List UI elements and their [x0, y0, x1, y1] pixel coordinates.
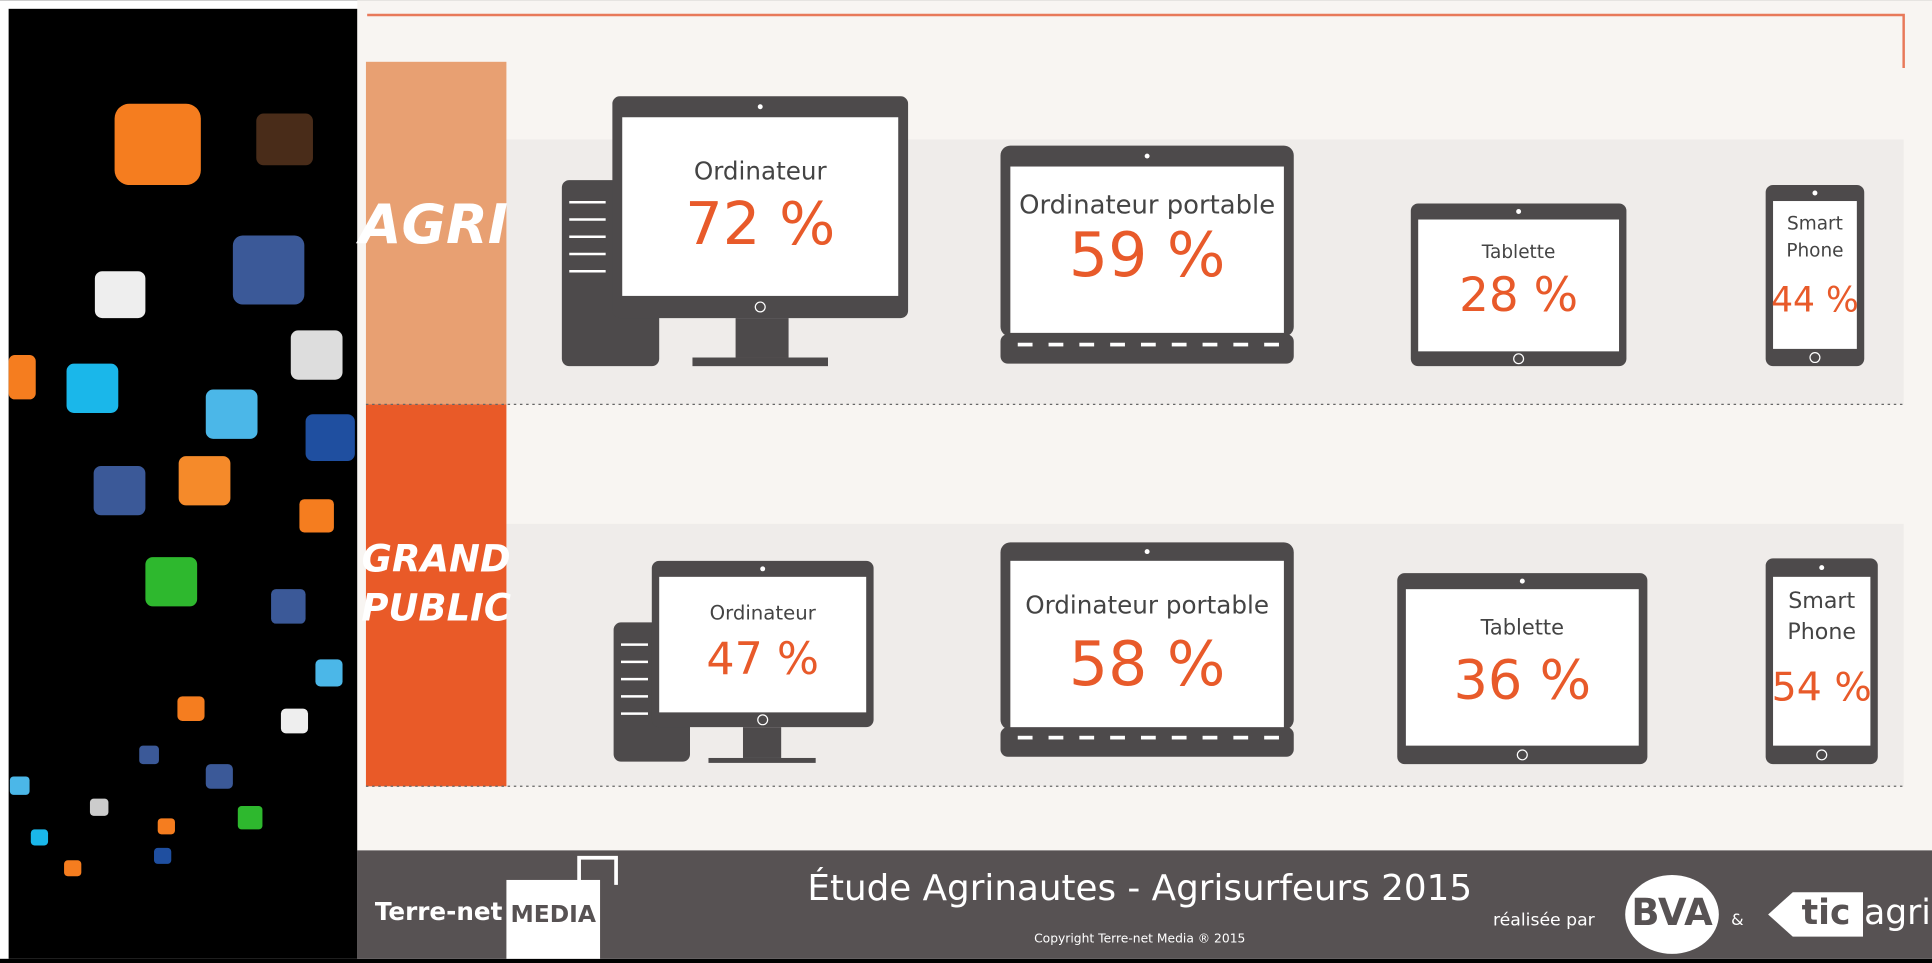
device-screen	[1773, 576, 1871, 746]
device-screen	[1010, 166, 1284, 333]
key	[1017, 735, 1033, 740]
device-value: 59 %	[1069, 219, 1225, 291]
copyright: Copyright Terre-net Media ® 2015	[1034, 932, 1245, 946]
brand-box	[506, 879, 601, 959]
device-label: Ordinateur	[710, 601, 817, 624]
row-label-band	[365, 61, 507, 405]
keyboard	[1000, 334, 1294, 364]
device-screen	[1010, 560, 1284, 728]
key	[1264, 342, 1279, 347]
brand-box-text: MEDIA	[510, 900, 596, 928]
key	[1017, 342, 1033, 347]
partner-name: agri	[1864, 893, 1931, 933]
row-label: PUBLIC	[361, 587, 511, 630]
key	[1079, 342, 1095, 347]
device-value: 44 %	[1771, 281, 1859, 321]
device-value: 58 %	[1069, 628, 1225, 700]
device-screen	[1418, 219, 1620, 352]
key	[1233, 342, 1249, 347]
brand: Terre-net	[375, 897, 503, 926]
key	[1171, 735, 1187, 740]
row-label: AGRI	[356, 193, 508, 256]
home-button	[1816, 749, 1828, 761]
key	[1202, 735, 1218, 740]
key	[1171, 342, 1187, 347]
camera	[1812, 190, 1818, 196]
device-screen	[659, 576, 867, 713]
row-label-band	[365, 404, 507, 787]
key	[1233, 735, 1249, 740]
home-button	[754, 301, 766, 313]
key	[1110, 735, 1125, 740]
device-value: 36 %	[1453, 649, 1591, 712]
camera	[1144, 153, 1150, 159]
key	[1079, 735, 1095, 740]
camera	[1516, 209, 1522, 214]
key	[1264, 735, 1279, 740]
keyboard	[1000, 727, 1294, 757]
device-label: Ordinateur portable	[1019, 190, 1275, 220]
stand	[735, 318, 789, 358]
device-label: Smart	[1788, 588, 1855, 614]
footer-title: Étude Agrinautes - Agrisurfeurs 2015	[807, 867, 1472, 909]
home-button	[1513, 353, 1525, 365]
stand-base	[692, 357, 828, 367]
key	[1048, 342, 1064, 347]
home-button	[1809, 351, 1821, 364]
partner-logo	[1768, 892, 1863, 937]
key	[1048, 735, 1064, 740]
device-value: 54 %	[1772, 665, 1872, 711]
key	[1140, 342, 1156, 347]
partner-name: BVA	[1631, 891, 1713, 934]
device-value: 47 %	[706, 634, 819, 685]
top-rule	[367, 13, 1905, 68]
home-button	[1516, 749, 1528, 761]
stand	[742, 727, 782, 758]
camera	[1519, 578, 1525, 584]
device-label: Phone	[1787, 619, 1856, 645]
key	[1110, 342, 1125, 347]
device-value: 28 %	[1459, 269, 1578, 323]
device-label: Ordinateur portable	[1025, 590, 1269, 619]
partner-name: tic	[1802, 893, 1851, 933]
camera	[1144, 549, 1150, 555]
device-label: Tablette	[1480, 616, 1564, 640]
device-label: Tablette	[1481, 242, 1556, 263]
brand-ornament	[577, 855, 618, 885]
stand-base	[708, 757, 816, 763]
camera	[757, 104, 763, 110]
camera	[1819, 565, 1825, 571]
social-icons	[8, 103, 355, 877]
device-screen	[1405, 589, 1639, 746]
device-screen	[1773, 201, 1857, 349]
and: &	[1731, 910, 1743, 929]
home-button	[757, 714, 769, 726]
camera	[760, 566, 766, 572]
device-value: 72 %	[685, 189, 835, 258]
key	[1202, 342, 1218, 347]
made-by: réalisée par	[1493, 911, 1596, 931]
device-screen	[622, 117, 899, 296]
row-label: GRAND	[362, 537, 511, 580]
partner-logo	[1625, 875, 1719, 954]
device-label: Phone	[1786, 241, 1843, 262]
device-label: Ordinateur	[694, 157, 828, 186]
key	[1140, 735, 1156, 740]
device-label: Smart	[1787, 213, 1843, 234]
